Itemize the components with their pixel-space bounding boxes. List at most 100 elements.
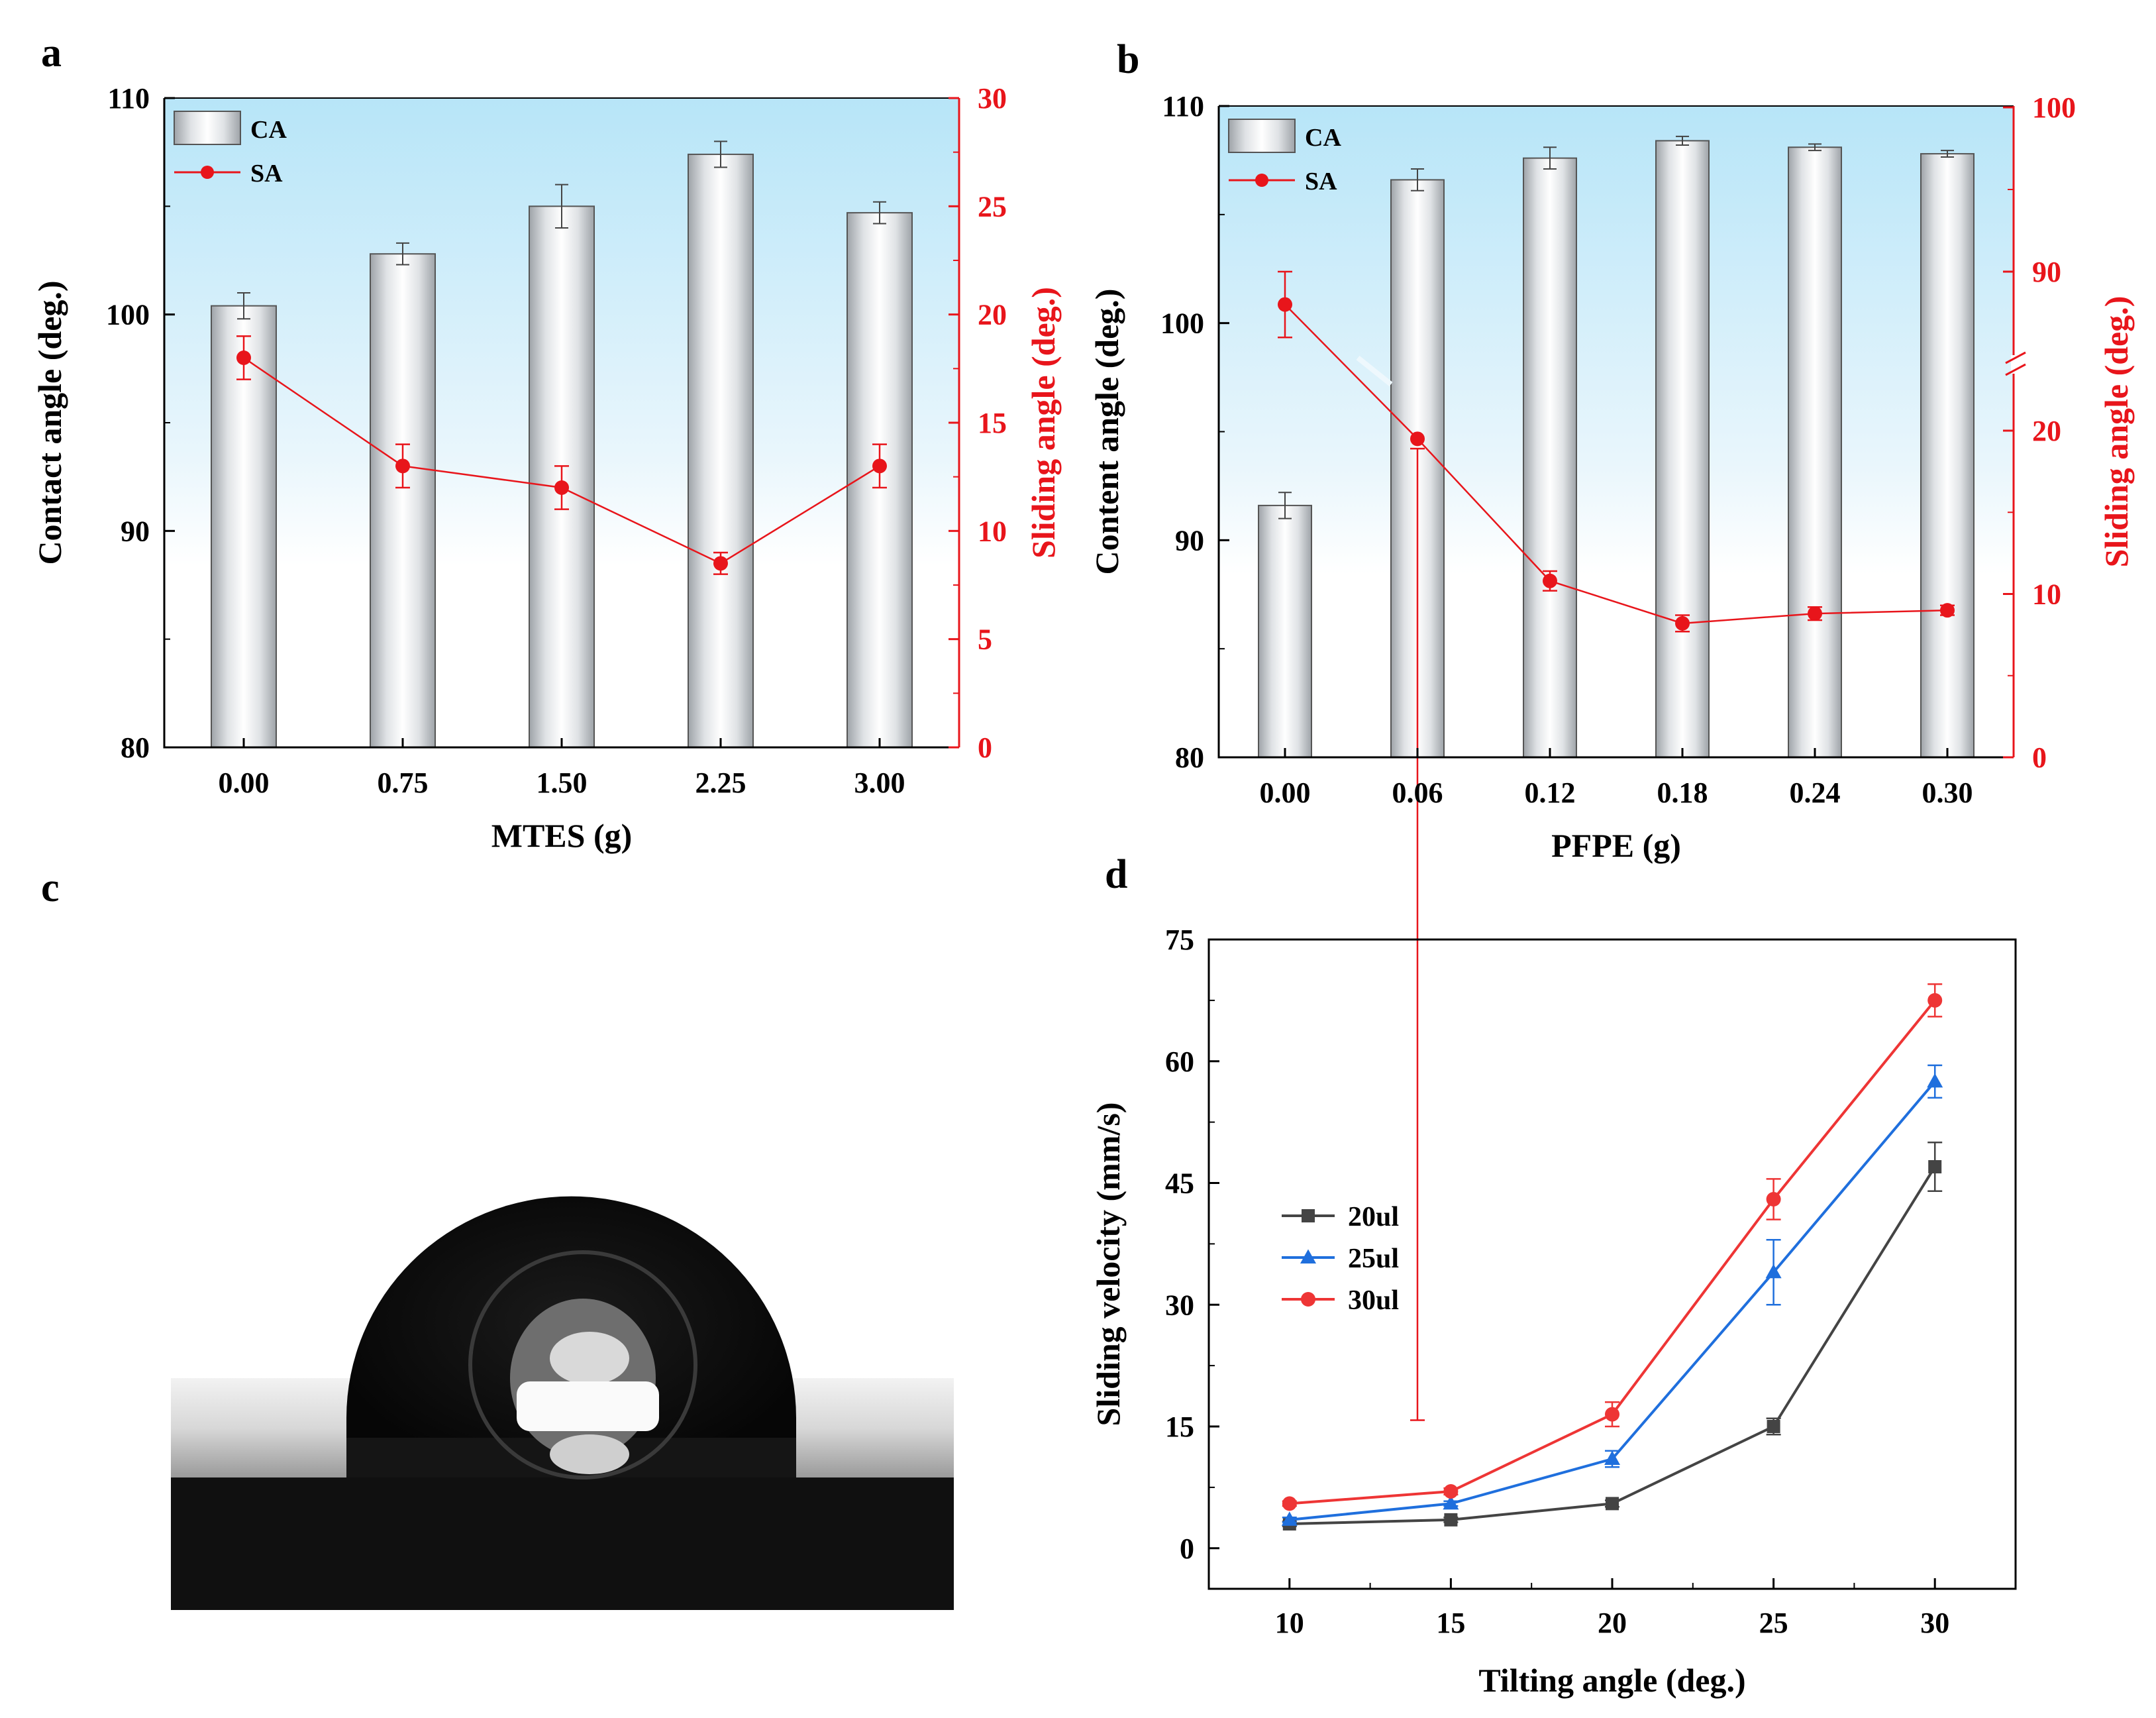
legend-label-20ul: 20ul	[1348, 1202, 1399, 1232]
axis-break-mark	[2005, 351, 2026, 364]
x-tick-label: 0.30	[1922, 777, 1973, 809]
substrate-base	[171, 1477, 954, 1610]
droplet-highlight-reflection	[550, 1434, 629, 1474]
legend-label-25ul: 25ul	[1348, 1244, 1399, 1274]
y-right-axis-title: Sliding angle (deg.)	[1025, 287, 1062, 559]
sa-point	[1543, 573, 1557, 588]
sa-point	[1410, 431, 1425, 447]
x-axis-title: PFPE (g)	[1551, 827, 1681, 864]
legend-label-sa: SA	[1305, 168, 1337, 195]
x-tick-label: 25	[1759, 1607, 1788, 1639]
ca-error-bar	[1278, 492, 1292, 519]
x-tick-label: 0.00	[219, 767, 270, 799]
x-tick-label: 20	[1598, 1607, 1627, 1639]
legend-swatch-ca	[1228, 119, 1296, 153]
ca-error-bar	[714, 140, 727, 168]
sa-point	[1675, 616, 1690, 631]
marker-square	[1302, 1209, 1315, 1222]
sa-point	[1808, 606, 1822, 621]
x-tick-label: 15	[1436, 1607, 1465, 1639]
ca-bar	[1788, 146, 1842, 759]
x-tick-label: 0.18	[1657, 777, 1708, 809]
y-tick-label: 110	[1162, 90, 1204, 123]
y-right-tick-label: 90	[2032, 256, 2061, 288]
droplet-inner-ring	[468, 1250, 697, 1479]
marker-square	[1928, 1160, 1942, 1173]
marker-circle	[1443, 1484, 1459, 1499]
marker-square	[1606, 1497, 1619, 1511]
ca-bar	[370, 253, 436, 748]
y-tick-label: 30	[1165, 1289, 1194, 1321]
sa-point	[1278, 297, 1292, 312]
x-tick-label: 0.75	[378, 767, 429, 799]
y-tick-label: 80	[121, 731, 150, 764]
plot-background	[1219, 106, 2014, 757]
y-tick-label: 110	[107, 82, 150, 115]
y-right-tick-label: 25	[978, 190, 1007, 223]
panel-d-chart: 10 15 20 25 30 0 15 30 45 60 75 Tilting angle (deg.…	[1090, 924, 2017, 1699]
ca-error-bar	[237, 292, 250, 320]
sa-point	[872, 458, 887, 474]
x-axis-title: Tilting angle (deg.)	[1478, 1662, 1745, 1699]
marker-triangle	[1927, 1073, 1943, 1088]
panel-b-chart: 80 90 100 110 0.00 0.06 0.12 0.18 0.24 0.30 0 10 20 9…	[1088, 90, 2135, 1421]
legend-label-sa: SA	[250, 160, 283, 188]
panel-c-droplet-image	[171, 1196, 954, 1610]
marker-square	[1767, 1420, 1780, 1433]
marker-circle	[1301, 1292, 1315, 1307]
y-tick-label: 0	[1180, 1532, 1194, 1565]
ca-error-bar	[1543, 146, 1557, 170]
panel-label-b: b	[1117, 37, 1139, 82]
x-tick-label: 10	[1275, 1607, 1304, 1639]
y-axis-title: Content angle (deg.)	[1088, 289, 1125, 575]
legend-label-ca: CA	[1305, 124, 1341, 152]
ca-bar	[1258, 504, 1312, 758]
x-tick-label: 2.25	[695, 767, 746, 799]
sa-line-break-gap	[1356, 355, 1393, 387]
ca-error-bar	[396, 242, 409, 266]
y-right-axis-title: Sliding angle (deg.)	[2098, 296, 2135, 568]
marker-triangle	[1443, 1495, 1459, 1510]
ca-error-bar	[1411, 168, 1424, 191]
marker-square	[1444, 1513, 1458, 1527]
marker-triangle	[1604, 1450, 1620, 1465]
x-tick-label: 0.24	[1790, 777, 1841, 809]
droplet-highlight-band	[517, 1381, 659, 1431]
y-tick-label: 90	[1175, 524, 1204, 557]
axis-break-mark	[2005, 363, 2026, 376]
y-right-tick-label: 100	[2032, 91, 2076, 124]
sa-point	[1940, 603, 1955, 618]
marker-triangle	[1300, 1249, 1316, 1263]
y-right-tick-label: 15	[978, 407, 1007, 439]
x-tick-label: 30	[1920, 1607, 1949, 1639]
marker-triangle	[1765, 1263, 1782, 1279]
droplet-highlight-top	[550, 1332, 629, 1385]
legend-swatch-sa-marker	[1255, 174, 1268, 187]
marker-circle	[1282, 1496, 1297, 1511]
y-right-tick-label: 10	[978, 515, 1007, 547]
x-tick-label: 0.06	[1392, 777, 1443, 809]
y-right-tick-label: 20	[978, 299, 1007, 331]
panel-label-d: d	[1105, 852, 1127, 897]
ca-bar	[1655, 140, 1710, 758]
x-axis-title: MTES (g)	[491, 817, 633, 854]
x-tick-label: 3.00	[854, 767, 905, 799]
legend-label-ca: CA	[250, 116, 287, 144]
y-axis-title: Contact angle (deg.)	[31, 280, 68, 564]
legend-swatch-sa-marker	[201, 166, 214, 179]
ca-error-bar	[1941, 150, 1954, 158]
sa-line	[1284, 303, 1948, 625]
ca-error-bar	[1808, 143, 1822, 152]
legend-swatch-ca	[174, 111, 241, 145]
y-right-tick-label: 0	[2032, 741, 2047, 774]
marker-circle	[1605, 1407, 1619, 1422]
y-axis-title: Sliding velocity (mm/s)	[1090, 1102, 1127, 1426]
marker-circle	[1766, 1192, 1781, 1207]
sa-point	[554, 480, 569, 495]
legend-label-30ul: 30ul	[1348, 1285, 1399, 1316]
panel-label-a: a	[41, 30, 62, 76]
sa-point	[236, 350, 251, 365]
x-tick-label: 1.50	[537, 767, 588, 799]
marker-triangle	[1281, 1511, 1298, 1526]
